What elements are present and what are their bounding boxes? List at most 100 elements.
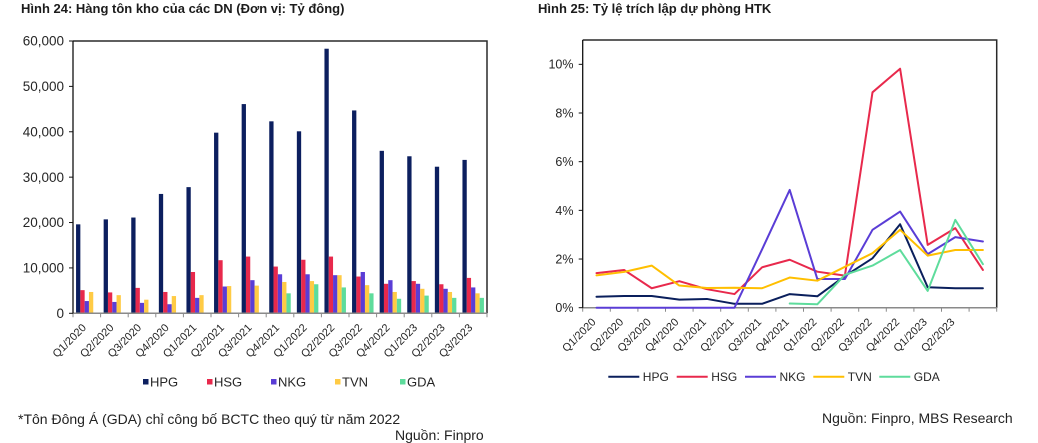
point-nkg-q2-2020 [622, 306, 626, 310]
bars [76, 48, 484, 314]
figure-25-title: Hình 25: Tỷ lệ trích lập dự phòng HTK [538, 1, 772, 16]
point-gda-q1-2023 [926, 289, 930, 293]
bar-hsg-q1-2022 [301, 259, 306, 314]
legend-swatch [271, 379, 277, 385]
y-tick-label: 40,000 [23, 124, 64, 139]
bar-hpg-q4-2020 [158, 193, 164, 314]
bar-hpg-q1-2023 [407, 156, 412, 314]
point-hpg-q2-2020 [622, 294, 626, 298]
point-hpg-q1-2022 [815, 294, 819, 298]
point-nkg-q3-2022 [871, 228, 875, 232]
point-hsg-q2-2023 [953, 226, 957, 230]
y-tick-label: 10,000 [23, 261, 64, 276]
bar-gda-q4-2022 [396, 298, 402, 314]
y-tick-label: 8% [555, 106, 573, 120]
point-gda-q3-2022 [871, 264, 875, 268]
bar-hsg-q3-2022 [356, 276, 361, 314]
bar-nkg-q1-2020 [84, 301, 89, 314]
legend-label: NKG [278, 375, 306, 390]
bar-hsg-q1-2023 [411, 281, 416, 314]
point-hsg-last [981, 268, 985, 272]
point-hsg-q3-2022 [871, 90, 875, 94]
bar-nkg-q4-2020 [167, 304, 172, 314]
bar-hpg-q2-2022 [324, 48, 329, 314]
point-nkg-q1-2020 [595, 306, 599, 310]
legend-label: GDA [407, 375, 436, 390]
bar-tvn-q1-2020 [88, 291, 94, 314]
legend-label: NKG [780, 370, 806, 384]
bar-hpg-q1-2021 [186, 187, 191, 314]
point-tvn-q1-2020 [595, 273, 599, 277]
y-tick-label: 0% [555, 301, 573, 315]
bar-nkg-q2-2020 [112, 301, 117, 314]
legend-label: HPG [643, 370, 669, 384]
bar-tvn-q2-2023 [447, 291, 453, 314]
point-tvn-q3-2020 [650, 264, 654, 268]
bar-nkg-q3-2020 [139, 302, 145, 314]
bar-gda-q3-2022 [369, 293, 374, 314]
line-hsg [595, 67, 984, 296]
bar-hsg-q1-2021 [190, 272, 196, 314]
point-nkg-q2-2023 [953, 235, 957, 239]
series-hsg [595, 67, 985, 296]
point-hsg-q4-2020 [677, 279, 681, 283]
bar-tvn-q1-2022 [309, 281, 315, 314]
point-hpg-q3-2022 [871, 256, 875, 260]
point-tvn-q2-2022 [843, 265, 847, 269]
bar-hsg-q3-2020 [135, 287, 140, 314]
point-hsg-q2-2021 [733, 292, 737, 296]
legend-item-nkg: NKG [271, 375, 306, 390]
point-tvn-q3-2022 [871, 251, 875, 255]
bar-hsg-q4-2022 [383, 283, 389, 314]
legend-swatch [143, 379, 149, 385]
bar-gda-q2-2022 [341, 287, 346, 314]
point-hsg-q1-2023 [926, 243, 930, 247]
y-tick-label: 20,000 [23, 215, 64, 230]
point-tvn-q2-2020 [622, 270, 626, 274]
bar-gda-q1-2023 [424, 295, 429, 314]
plot-border [582, 39, 998, 308]
point-tvn-q2-2023 [953, 248, 957, 252]
point-nkg-q3-2021 [760, 247, 764, 251]
point-tvn-q4-2020 [677, 284, 681, 288]
point-hsg-q3-2021 [760, 265, 764, 269]
point-nkg-q4-2022 [898, 210, 902, 214]
point-nkg-q2-2021 [733, 306, 737, 310]
bar-gda-q2-2023 [452, 297, 457, 314]
legend-item-gda: GDA [879, 370, 940, 384]
point-tvn-q1-2022 [815, 279, 819, 283]
bar-nkg-q3-2021 [250, 280, 255, 314]
line-hpg [595, 223, 984, 305]
bar-tvn-q2-2020 [116, 295, 121, 314]
bar-hsg-q2-2023 [439, 284, 444, 314]
bar-hpg-q2-2021 [214, 132, 219, 314]
bar-hpg-q4-2021 [269, 121, 274, 314]
bar-gda-q1-2022 [314, 284, 319, 314]
bar-nkg-q2-2023 [443, 288, 448, 314]
bar-nkg-q2-2021 [222, 286, 227, 314]
series-tvn [595, 228, 985, 290]
point-tvn-last [981, 248, 985, 252]
bar-hpg-q3-2020 [131, 217, 136, 314]
series-hpg [595, 223, 984, 305]
legend-label: HPG [150, 375, 178, 390]
point-nkg-q1-2021 [705, 306, 709, 310]
bar-hpg-q3-2022 [352, 110, 357, 314]
point-gda-q4-2022 [898, 248, 902, 252]
point-nkg-last [981, 240, 985, 244]
point-hsg-q4-2021 [788, 258, 792, 262]
bar-nkg-q1-2021 [195, 297, 200, 314]
point-tvn-q4-2022 [898, 228, 902, 232]
legend-item-nkg: NKG [745, 370, 806, 384]
plot-border [73, 40, 488, 314]
legend-item-tvn: TVN [335, 375, 368, 390]
point-gda-q2-2022 [843, 273, 847, 277]
point-tvn-q1-2023 [926, 254, 930, 258]
point-tvn-q3-2021 [760, 286, 764, 290]
bar-tvn-q1-2021 [199, 295, 204, 314]
line-tvn [595, 228, 984, 290]
legend-item-hpg: HPG [143, 375, 178, 390]
bar-tvn-q2-2021 [226, 286, 232, 314]
point-hsg-q3-2020 [650, 286, 654, 290]
legend-swatch [400, 379, 406, 385]
